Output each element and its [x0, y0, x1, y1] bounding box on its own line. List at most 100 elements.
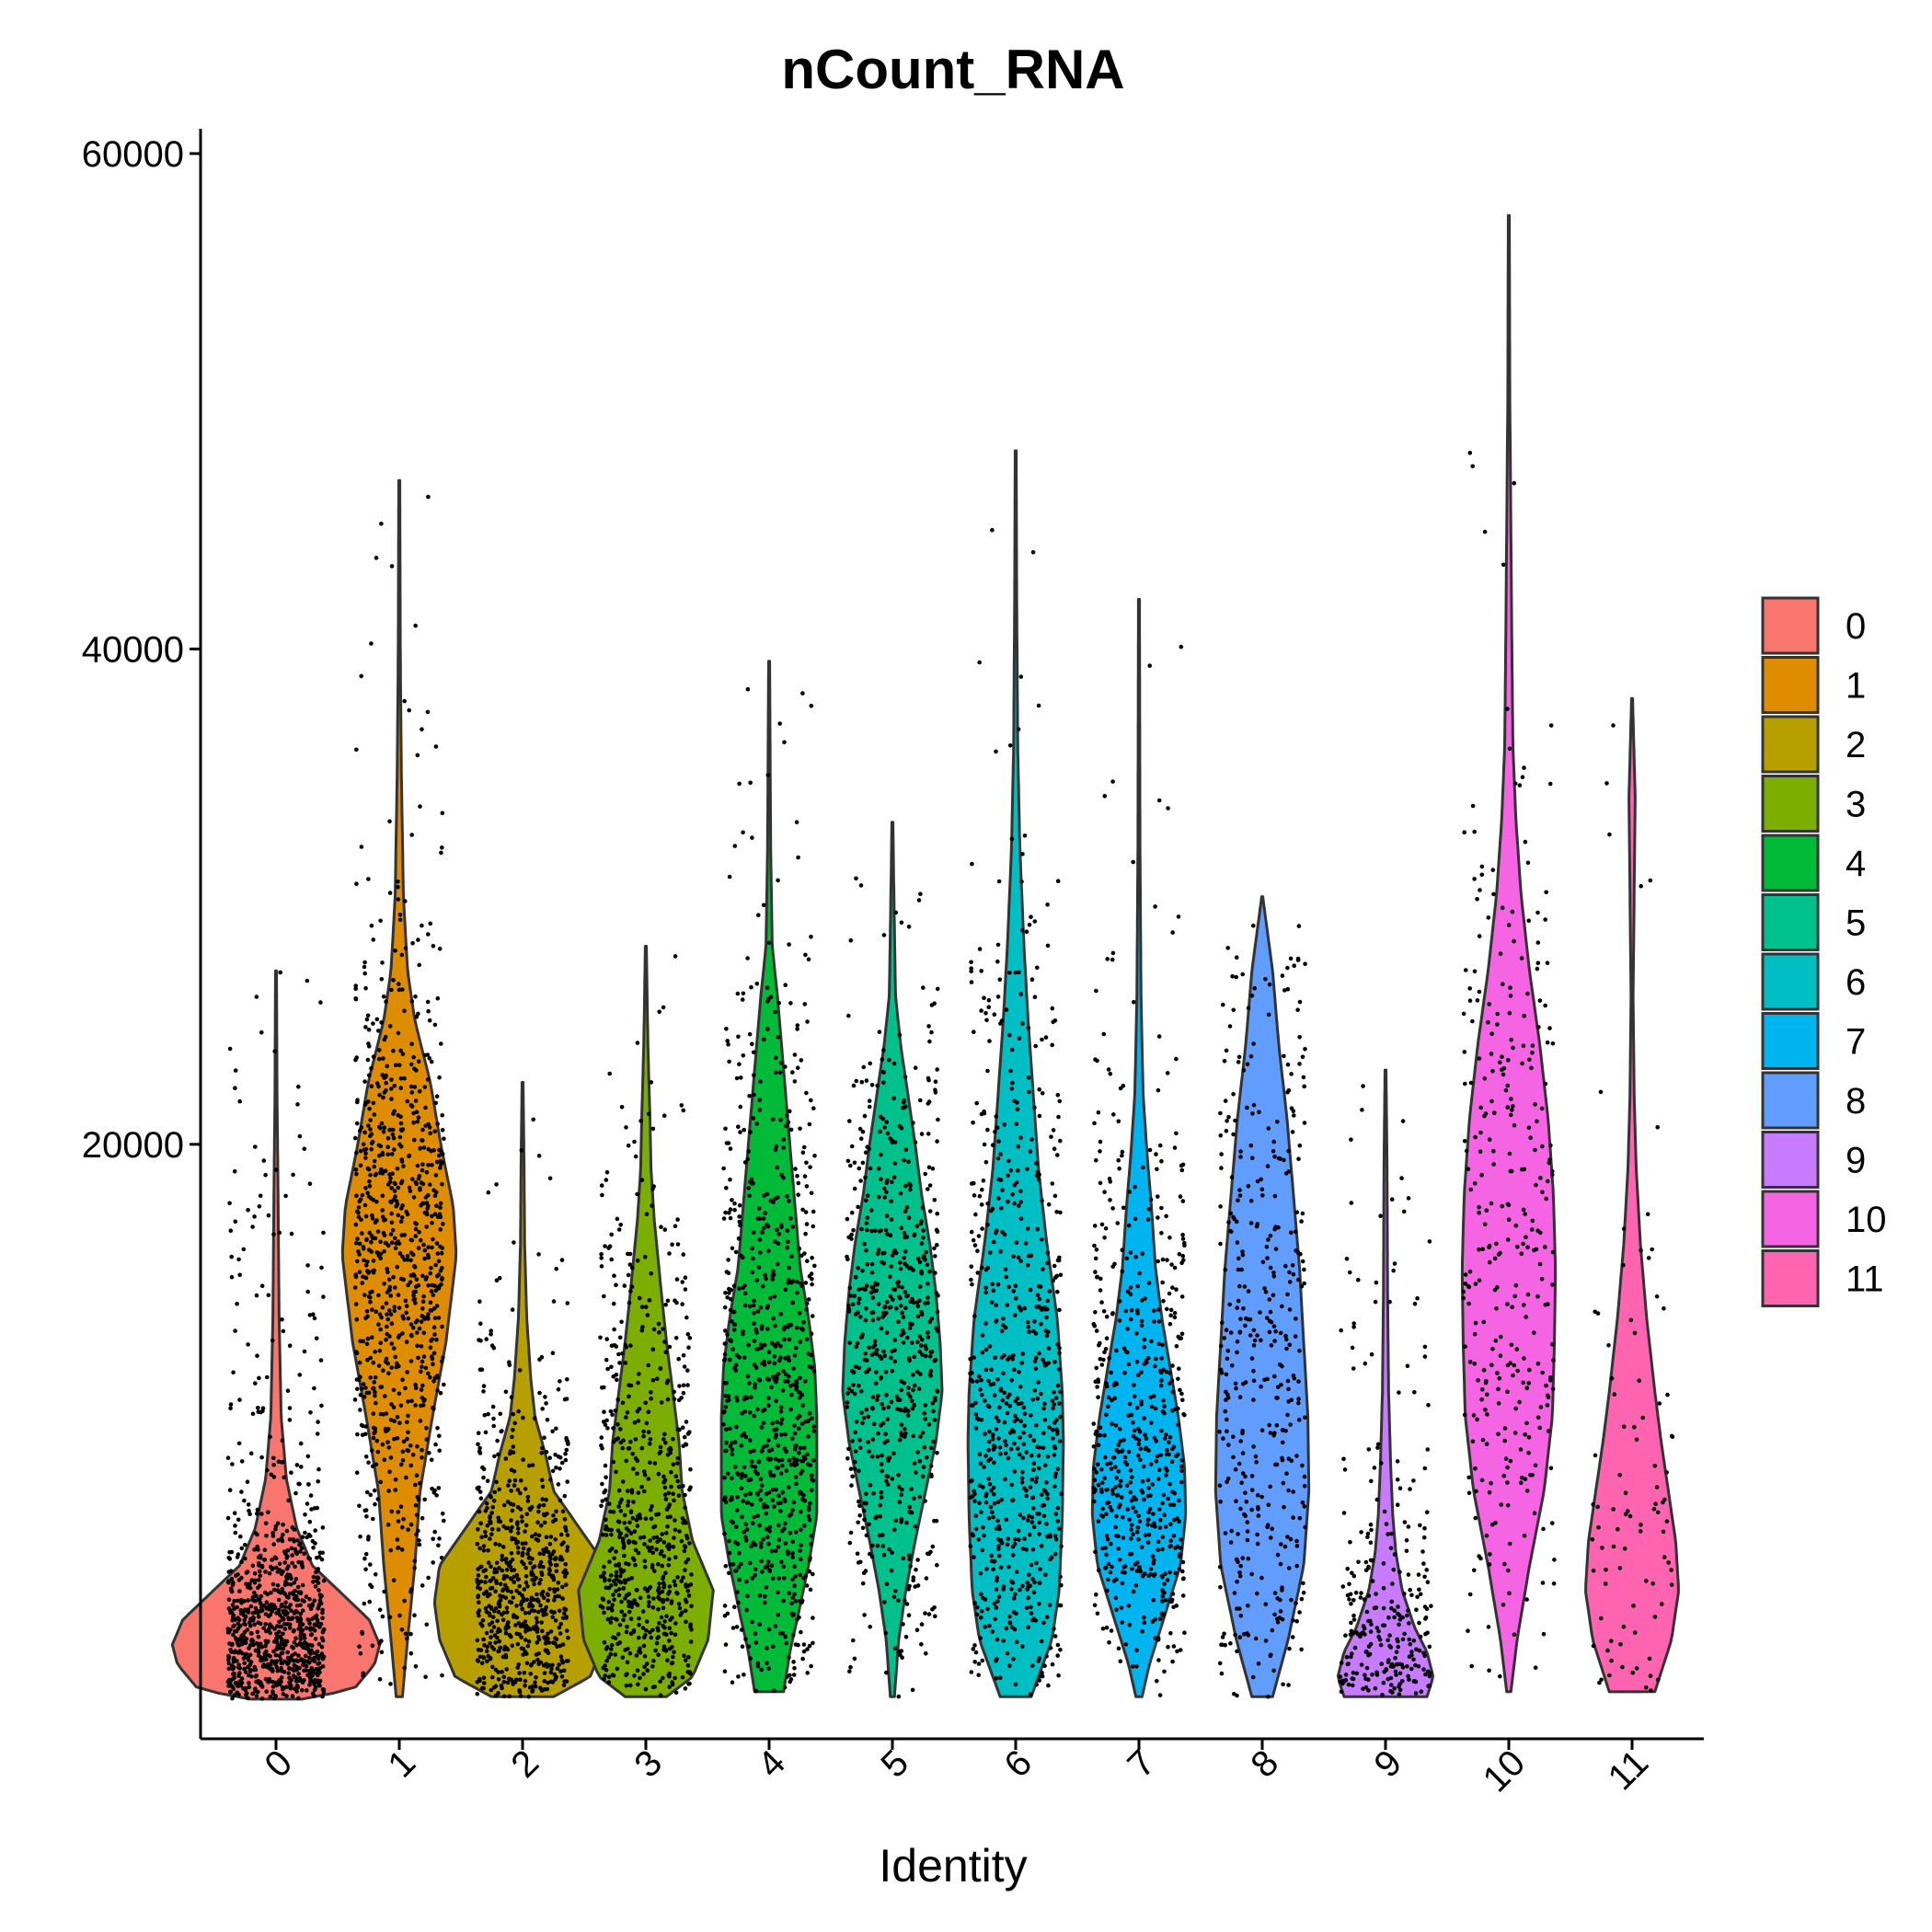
- data-point: [408, 1084, 414, 1089]
- data-point: [316, 1479, 321, 1484]
- data-point: [795, 1065, 800, 1070]
- data-point: [241, 1608, 247, 1614]
- data-point: [661, 1675, 665, 1681]
- data-point: [671, 1491, 675, 1496]
- data-point: [1001, 1587, 1006, 1592]
- data-point: [854, 876, 858, 881]
- data-point: [371, 1435, 376, 1441]
- data-point: [685, 1383, 690, 1387]
- data-point: [500, 1429, 504, 1433]
- data-point: [734, 1395, 739, 1400]
- data-point: [386, 1243, 391, 1248]
- data-point: [301, 1662, 305, 1667]
- data-point: [321, 1578, 327, 1583]
- data-point: [282, 1560, 288, 1565]
- data-point: [420, 923, 424, 928]
- data-point: [409, 1090, 415, 1095]
- data-point: [860, 1525, 866, 1531]
- data-point: [565, 1533, 570, 1537]
- data-point: [986, 1404, 992, 1409]
- data-point: [296, 1481, 301, 1487]
- data-point: [893, 910, 898, 915]
- data-point: [809, 1533, 814, 1538]
- data-point: [515, 1505, 521, 1510]
- data-point: [374, 556, 379, 560]
- data-point: [413, 1226, 419, 1232]
- data-point: [758, 1079, 763, 1084]
- data-point: [989, 1553, 994, 1558]
- data-point: [634, 1588, 639, 1593]
- data-point: [776, 1341, 780, 1346]
- data-point: [1030, 1663, 1035, 1668]
- data-point: [553, 1557, 558, 1562]
- data-point: [905, 1335, 910, 1340]
- data-point: [370, 1335, 374, 1340]
- data-point: [408, 1587, 414, 1592]
- data-point: [983, 1160, 989, 1165]
- data-point: [538, 1603, 543, 1608]
- data-point: [745, 956, 750, 960]
- data-point: [983, 1367, 989, 1373]
- data-point: [315, 1575, 320, 1580]
- data-point: [510, 1508, 515, 1513]
- data-point: [788, 1001, 793, 1006]
- data-point: [626, 1647, 630, 1651]
- data-point: [507, 1694, 512, 1699]
- data-point: [547, 1541, 553, 1547]
- data-point: [999, 1205, 1004, 1211]
- data-point: [848, 1163, 853, 1168]
- data-point: [808, 1587, 813, 1593]
- data-point: [514, 1604, 519, 1608]
- data-point: [397, 1333, 402, 1338]
- data-point: [856, 1310, 860, 1315]
- data-point: [970, 1282, 974, 1287]
- data-point: [626, 1599, 631, 1604]
- data-point: [649, 1390, 653, 1395]
- data-point: [405, 1448, 409, 1453]
- data-point: [308, 1627, 313, 1632]
- data-point: [805, 1452, 810, 1457]
- data-point: [896, 1694, 902, 1699]
- data-point: [432, 1212, 438, 1216]
- data-point: [1041, 1357, 1045, 1363]
- data-point: [773, 1009, 777, 1015]
- data-point: [770, 1277, 776, 1282]
- data-point: [783, 1287, 788, 1292]
- data-point: [789, 1254, 794, 1259]
- data-point: [393, 1194, 397, 1199]
- data-point: [881, 1070, 886, 1075]
- data-point: [896, 1319, 901, 1324]
- data-point: [493, 1694, 499, 1698]
- data-point: [675, 1242, 681, 1247]
- data-point: [662, 1432, 667, 1437]
- data-point: [881, 1048, 886, 1052]
- data-point: [616, 1561, 621, 1567]
- data-point: [321, 1654, 327, 1660]
- data-point: [792, 1431, 798, 1436]
- data-point: [494, 1579, 499, 1583]
- data-point: [1021, 1431, 1026, 1435]
- data-point: [1012, 1469, 1018, 1474]
- data-point: [488, 1579, 492, 1583]
- data-point: [425, 1052, 431, 1057]
- data-point: [850, 1474, 855, 1479]
- data-point: [736, 1034, 741, 1040]
- data-point: [672, 1535, 676, 1540]
- data-point: [428, 921, 433, 926]
- data-point: [666, 1673, 671, 1678]
- data-point: [481, 1655, 487, 1661]
- data-point: [437, 1433, 442, 1439]
- data-point: [874, 1351, 880, 1357]
- data-point: [392, 1147, 397, 1152]
- data-point: [321, 1230, 326, 1236]
- data-point: [795, 1027, 799, 1031]
- data-point: [987, 1344, 993, 1349]
- data-point: [313, 1637, 318, 1641]
- data-point: [1016, 1446, 1020, 1451]
- data-point: [612, 1327, 616, 1332]
- data-point: [807, 1643, 812, 1649]
- data-point: [233, 1068, 238, 1073]
- data-point: [395, 1167, 400, 1171]
- data-point: [523, 1529, 527, 1534]
- data-point: [481, 1475, 486, 1480]
